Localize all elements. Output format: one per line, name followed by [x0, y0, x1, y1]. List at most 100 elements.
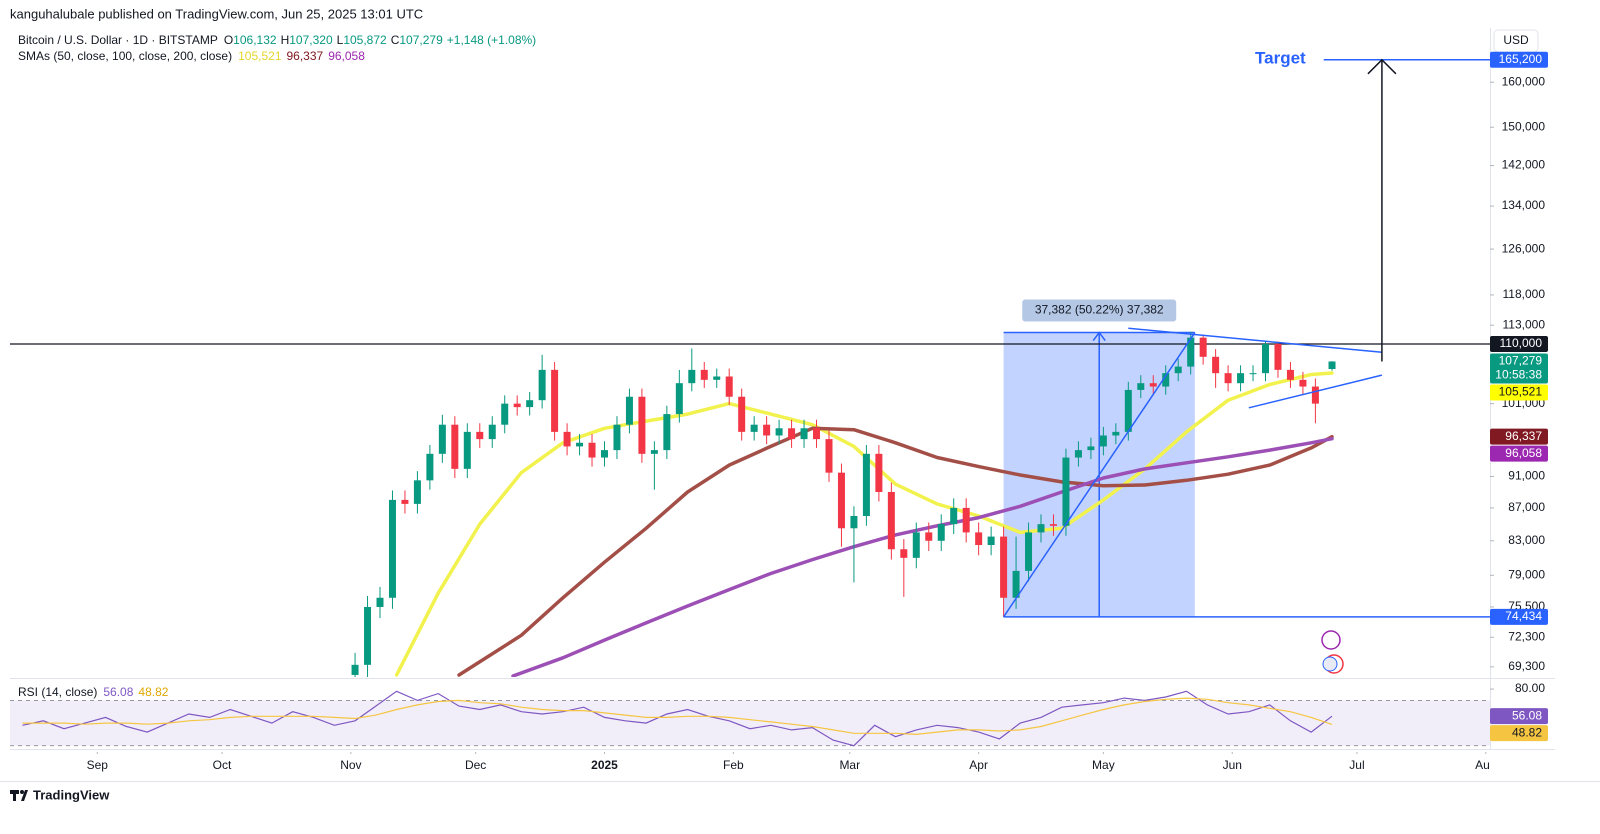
rsi-band — [10, 700, 1490, 746]
candle-body — [563, 431, 571, 447]
candle-body — [900, 549, 908, 558]
candle-body — [775, 428, 783, 436]
candle-body — [950, 507, 958, 525]
candle-body — [1249, 373, 1257, 375]
candle-body — [1199, 337, 1207, 357]
price-label-box — [1490, 608, 1548, 625]
x-tick-label: Apr — [969, 758, 988, 772]
y-tick-label: 79,000 — [1508, 567, 1545, 581]
price-label: 110,000 — [1500, 336, 1543, 350]
candle-body — [413, 480, 421, 504]
candle-body — [1112, 431, 1120, 436]
candle-body — [700, 369, 708, 380]
y-tick-label: 113,000 — [1503, 317, 1546, 331]
ohlc-value: 106,132 — [233, 33, 277, 47]
price-axis: 69,30072,30075,50079,00083,00087,00091,0… — [1490, 74, 1545, 673]
symbol-legend: Bitcoin / U.S. Dollar · 1D · BITSTAMP O10… — [18, 33, 536, 47]
rsi-value: 56.08 — [103, 685, 133, 699]
candle-body — [788, 428, 796, 440]
sma-line — [394, 371, 1334, 677]
x-tick-label: Oct — [213, 758, 232, 772]
candle-body — [613, 424, 621, 451]
candle-body — [401, 499, 409, 504]
target-arrow-head — [1367, 58, 1397, 75]
candle-body — [875, 453, 883, 493]
candle-body — [463, 431, 471, 469]
price-label: 96,337 — [1505, 429, 1542, 443]
candle-body — [576, 442, 584, 447]
candle-body — [1137, 383, 1145, 390]
rsi-value-box — [1490, 725, 1548, 742]
candle-body — [937, 524, 945, 541]
price-label-box — [1490, 335, 1548, 352]
candle-body — [1025, 532, 1033, 571]
triangle-upper — [1128, 327, 1382, 354]
candle-body — [376, 597, 384, 607]
candle-body — [600, 450, 608, 458]
x-tick-label: Dec — [465, 758, 486, 772]
measure-label: 37,382 (50.22%) 37,382 — [1035, 303, 1164, 317]
ohlc-key: C — [391, 33, 400, 47]
candle-body — [962, 507, 970, 533]
candle-body — [501, 403, 509, 425]
symbol: Bitcoin / U.S. Dollar · 1D · BITSTAMP — [18, 33, 218, 47]
candle-body — [675, 383, 683, 415]
candle-body — [1299, 379, 1307, 387]
candle-body — [738, 396, 746, 432]
rsi-value-box — [1490, 708, 1548, 725]
y-tick-label: 142,000 — [1502, 158, 1546, 172]
ohlc-value: 107,279 — [399, 33, 443, 47]
y-tick-label: 160,000 — [1502, 74, 1546, 88]
candle-body — [1099, 435, 1107, 447]
x-tick-label: Aug — [1475, 758, 1496, 772]
candle-body — [625, 396, 633, 425]
price-label-box — [1490, 51, 1548, 68]
measure-label-box — [1022, 299, 1177, 322]
time-axis: Sep Oct Nov Dec 2025 Feb Mar Apr May Jun Jul Aug — [87, 752, 1496, 772]
candle-body — [1311, 386, 1319, 404]
candle-body — [750, 424, 758, 432]
footer-logo — [10, 790, 28, 801]
x-tick-label: May — [1092, 758, 1115, 772]
sma-line — [457, 426, 1334, 677]
trend-line — [1002, 332, 1196, 618]
y-tick-label: 72,300 — [1508, 629, 1545, 643]
candle-body — [526, 400, 534, 408]
candle-body — [513, 403, 521, 408]
candle-body — [351, 664, 359, 675]
y-tick-label: 126,000 — [1502, 241, 1546, 255]
candle-body — [862, 453, 870, 516]
candle-body — [1000, 536, 1008, 598]
candle-body — [1274, 343, 1282, 370]
candle-body — [813, 428, 821, 440]
sma-line — [511, 436, 1334, 677]
price-label-box — [1490, 428, 1548, 445]
candle-body — [1037, 524, 1045, 533]
candle-body — [1149, 383, 1157, 387]
rsi-value-label: 48.82 — [1512, 725, 1542, 739]
y-tick-label: 87,000 — [1508, 500, 1545, 514]
candle-body — [837, 472, 845, 529]
candle-body — [713, 376, 721, 380]
measure-arrow-head — [1092, 331, 1106, 341]
candle-body — [388, 499, 396, 598]
candle-body — [488, 424, 496, 440]
candle-body — [1087, 446, 1095, 451]
candle-body — [551, 369, 559, 432]
ohlc-value: 105,872 — [343, 33, 387, 47]
candle-body — [912, 532, 920, 558]
candle-body — [663, 414, 671, 451]
rsi-legend: RSI (14, close) 56.08 48.82 — [18, 685, 169, 699]
price-label: 105,521 — [1499, 385, 1543, 399]
candle-body — [538, 369, 546, 401]
price-label-box — [1490, 384, 1548, 401]
candle-body — [1124, 389, 1132, 432]
candle-body — [887, 492, 895, 550]
change: +1,148 (+1.08%) — [447, 33, 536, 47]
price-label: 165,200 — [1499, 52, 1543, 66]
candle-body — [1187, 337, 1195, 367]
rsi-title: RSI (14, close) — [18, 685, 97, 699]
